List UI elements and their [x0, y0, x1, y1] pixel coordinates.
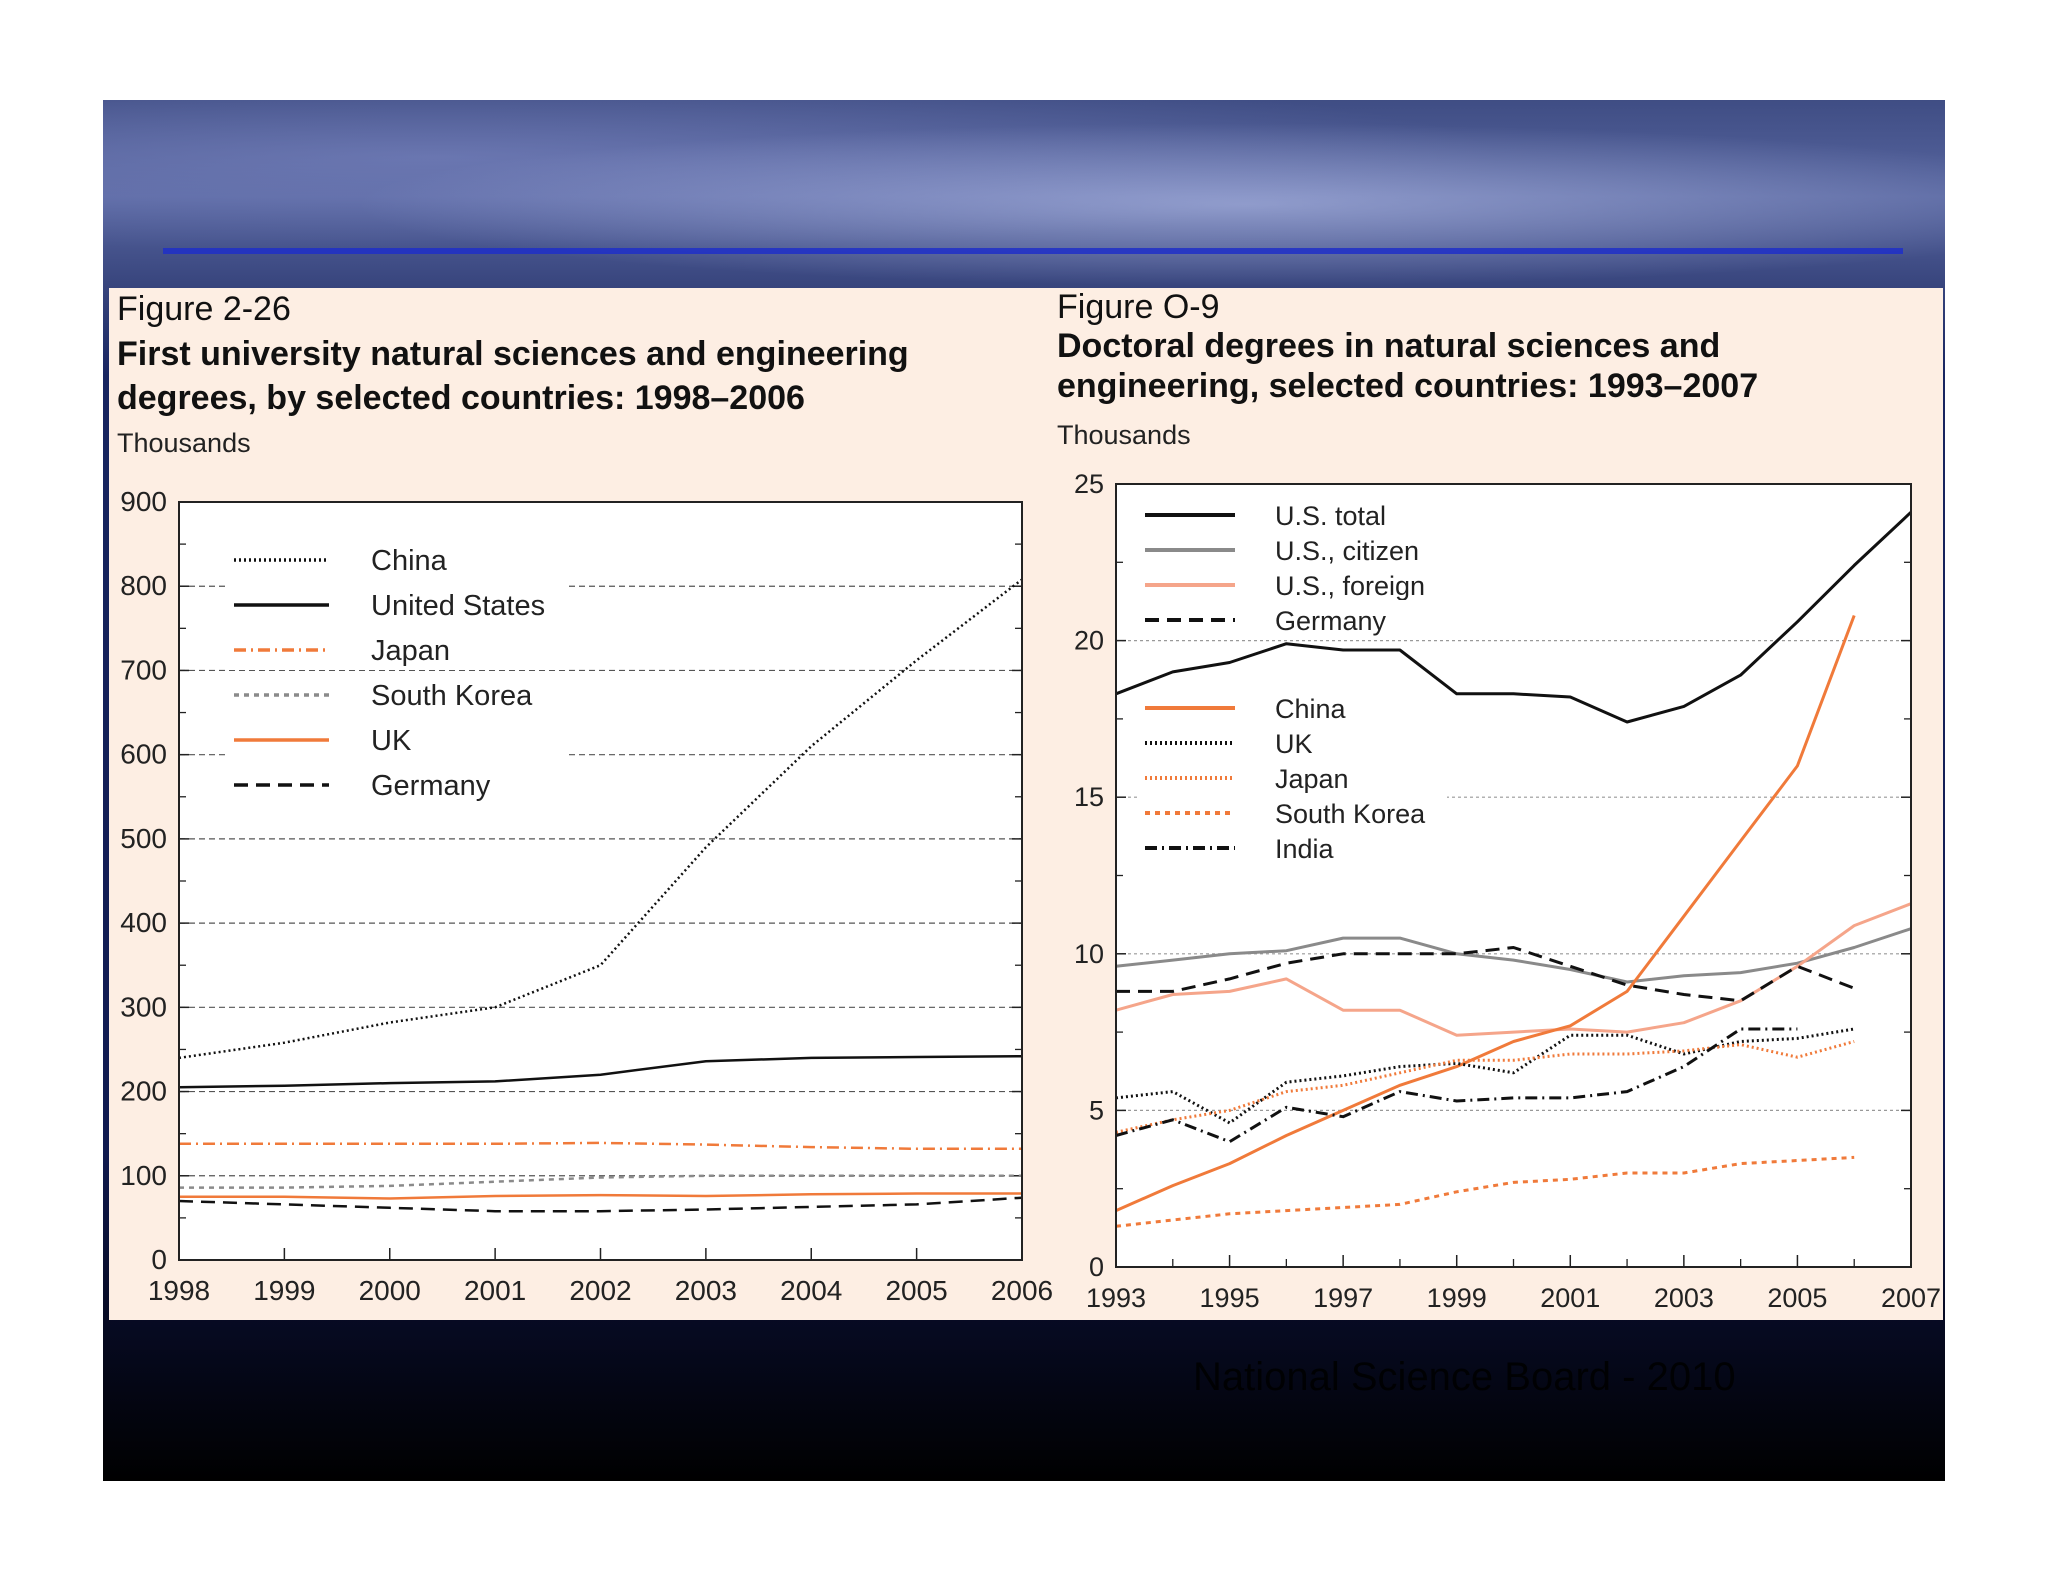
- series-line-germany: [1116, 946, 1855, 1003]
- sky-backdrop: [103, 100, 1945, 290]
- legend-backdrop: [1137, 723, 1447, 755]
- x-tick-label: 2005: [885, 1275, 947, 1306]
- legend-backdrop: [226, 540, 566, 580]
- series-line-south-korea: [1115, 1155, 1855, 1228]
- legend-label-china: China: [1275, 694, 1347, 724]
- x-tick-label: 2000: [359, 1275, 421, 1306]
- x-tick-label: 1997: [1313, 1283, 1373, 1313]
- x-tick-label: 2001: [1540, 1283, 1600, 1313]
- y-tick-label: 20: [1074, 626, 1104, 656]
- legend-label-u-s-foreign: U.S., foreign: [1275, 571, 1425, 601]
- y-tick-label: 400: [120, 907, 167, 938]
- series-line-u-s-foreign: [1115, 902, 1912, 1037]
- legend-label-u-s-citizen: U.S., citizen: [1275, 536, 1419, 566]
- y-tick-label: 10: [1074, 939, 1104, 969]
- y-tick-label: 0: [1089, 1252, 1104, 1282]
- y-tick-label: 500: [120, 823, 167, 854]
- legend-label-uk: UK: [1275, 729, 1313, 759]
- y-tick-label: 600: [120, 739, 167, 770]
- plot-background: [179, 502, 1022, 1260]
- title-divider-rule: [163, 248, 1903, 254]
- chart-first-university-degrees: Figure 2-26 First university natural sci…: [109, 288, 1057, 1320]
- x-tick-label: 2003: [1654, 1283, 1714, 1313]
- y-axis-units-label: Thousands: [1057, 420, 1191, 450]
- plot-frame: [178, 501, 1023, 1261]
- y-tick-label: 15: [1074, 782, 1104, 812]
- x-tick-label: 1998: [148, 1275, 210, 1306]
- x-tick-label: 2006: [991, 1275, 1053, 1306]
- chart-title-line-1: First university natural sciences and en…: [117, 335, 909, 373]
- series-line-u-s-citizen: [1115, 927, 1912, 984]
- slide-background: Figure 2-26 First university natural sci…: [103, 100, 1945, 1481]
- chart-title-line-2: engineering, selected countries: 1993–20…: [1057, 367, 1759, 405]
- legend-label-japan: Japan: [1275, 764, 1349, 794]
- legend-label-uk: UK: [371, 725, 412, 757]
- legend-label-china: China: [371, 545, 448, 577]
- series-line-japan: [1115, 1040, 1855, 1134]
- legend-label-germany: Germany: [1275, 606, 1387, 636]
- x-tick-label: 2005: [1767, 1283, 1827, 1313]
- chart-title-line-1: Doctoral degrees in natural sciences and: [1057, 327, 1721, 365]
- y-tick-label: 100: [120, 1160, 167, 1191]
- legend-backdrop: [1137, 495, 1447, 527]
- x-tick-label: 1993: [1086, 1283, 1146, 1313]
- x-tick-label: 1999: [1427, 1283, 1487, 1313]
- x-tick-label: 2002: [569, 1275, 631, 1306]
- source-credit: National Science Board - 2010: [1193, 1355, 1736, 1399]
- legend-label-united-states: United States: [371, 590, 545, 622]
- y-axis-units-label: Thousands: [117, 428, 251, 458]
- y-tick-label: 800: [120, 570, 167, 601]
- figure-label: Figure 2-26: [117, 290, 291, 328]
- legend-backdrop: [1137, 758, 1447, 790]
- x-tick-label: 2004: [780, 1275, 842, 1306]
- y-tick-label: 700: [120, 654, 167, 685]
- legend-label-south-korea: South Korea: [371, 680, 533, 712]
- chart-title: First university natural sciences and en…: [117, 332, 909, 420]
- legend-backdrop: [1137, 530, 1447, 562]
- legend-backdrop: [1137, 793, 1447, 825]
- legend-label-india: India: [1275, 834, 1335, 864]
- chart-doctoral-degrees: Figure O-9 Doctoral degrees in natural s…: [1057, 288, 1943, 1320]
- legend-backdrop: [226, 675, 566, 715]
- y-tick-label: 900: [120, 486, 167, 517]
- chart-plot-area: 0 5 10 15 20 25 1993 1995 1997 1999 2001 2003 2005 20…: [1074, 469, 1941, 1313]
- y-tick-label: 0: [151, 1244, 167, 1275]
- series-line-uk: [179, 1192, 1022, 1200]
- legend-label-germany: Germany: [371, 770, 491, 802]
- y-tick-label: 25: [1074, 469, 1104, 499]
- plot-frame: [1115, 483, 1912, 1268]
- x-tick-label: 2007: [1881, 1283, 1941, 1313]
- legend-label-u-s-total: U.S. total: [1275, 501, 1386, 531]
- charts-panel: Figure 2-26 First university natural sci…: [109, 288, 1943, 1320]
- x-tick-label: 1999: [253, 1275, 315, 1306]
- legend-backdrop: [1137, 565, 1447, 597]
- chart-plot-area: 0 100 200 300 400 500 600 700 800 900 1998 1999 2000…: [120, 486, 1053, 1306]
- legend-label-south-korea: South Korea: [1275, 799, 1426, 829]
- legend-backdrop: [1137, 688, 1447, 720]
- x-tick-label: 2003: [675, 1275, 737, 1306]
- chart-title-line-2: degrees, by selected countries: 1998–200…: [117, 379, 805, 417]
- chart-title: Doctoral degrees in natural sciences and…: [1057, 326, 1758, 406]
- y-tick-label: 300: [120, 991, 167, 1022]
- series-line-south-korea: [179, 1174, 1022, 1189]
- figure-label: Figure O-9: [1057, 288, 1220, 326]
- series-line-u-s-total: [1115, 511, 1913, 724]
- x-tick-label: 2001: [464, 1275, 526, 1306]
- series-line-germany: [178, 1196, 1023, 1213]
- series-line-china: [1115, 614, 1856, 1212]
- legend-backdrop: [1137, 828, 1447, 860]
- y-tick-label: 5: [1089, 1095, 1104, 1125]
- series-line-united-states: [178, 1054, 1023, 1089]
- legend-label-japan: Japan: [371, 635, 450, 667]
- legend-backdrop: [1137, 600, 1447, 632]
- series-line-japan: [179, 1141, 1022, 1151]
- series-line-india: [1115, 1027, 1798, 1144]
- x-tick-label: 1995: [1200, 1283, 1260, 1313]
- y-tick-label: 200: [120, 1076, 167, 1107]
